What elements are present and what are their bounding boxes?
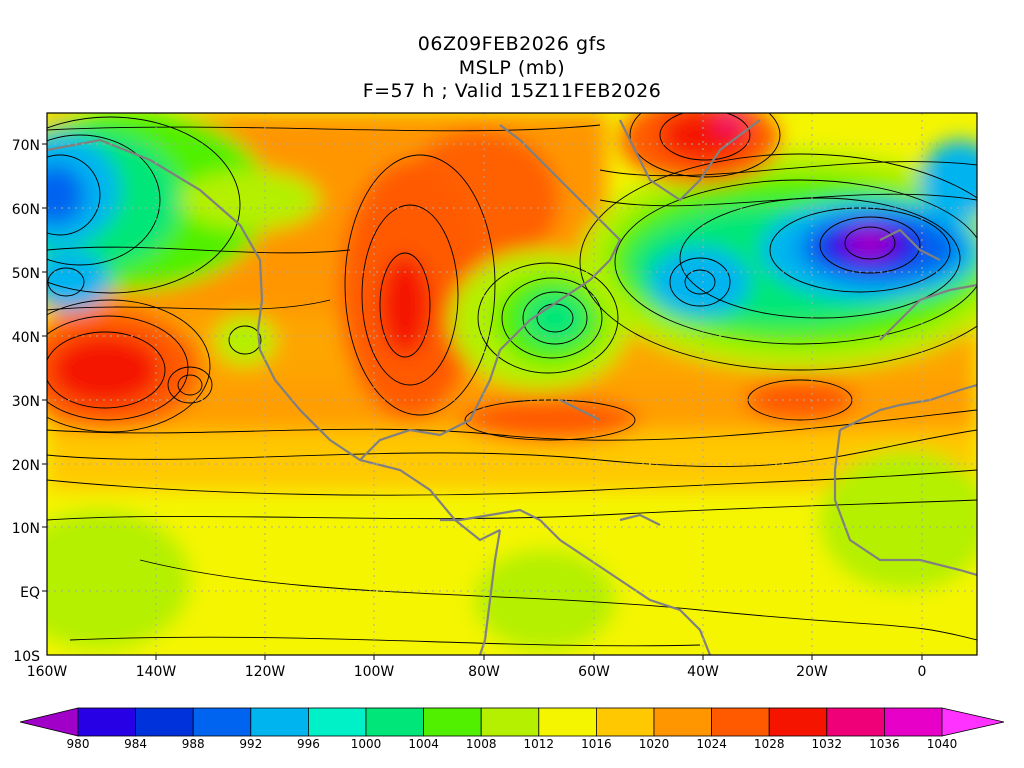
colorbar-label: 1028	[754, 737, 785, 751]
colorbar-swatches	[19, 707, 1005, 737]
colorbar-swatch	[192, 707, 252, 737]
colorbar-swatch	[884, 707, 943, 737]
lat-label: 10N	[12, 521, 40, 537]
colorbar-label: 1012	[524, 737, 555, 751]
title-field: MSLP (mb)	[458, 57, 566, 79]
isobar-contours	[47, 113, 977, 647]
lat-label: 70N	[12, 138, 40, 154]
colorbar-swatch	[365, 707, 424, 737]
lon-ticks	[155, 655, 923, 660]
lat-label: 30N	[12, 394, 40, 410]
colorbar-swatch	[250, 707, 309, 737]
colorbar-swatch	[711, 707, 770, 737]
colorbar-swatch	[307, 707, 367, 737]
lat-ticks	[42, 143, 47, 592]
colorbar-swatch	[423, 707, 482, 737]
colorbar-label: 996	[297, 737, 320, 751]
colorbar-swatch	[135, 707, 194, 737]
lon-label: 20W	[796, 664, 828, 680]
lon-axis: 160W 140W 120W 100W 80W 60W 40W 20W 0	[27, 664, 927, 680]
lat-axis: 70N 60N 50N 40N 30N 20N 10N EQ 10S	[12, 138, 40, 665]
lat-label: EQ	[20, 585, 40, 601]
colorbar-swatch	[538, 707, 597, 737]
colorbar-label: 1008	[466, 737, 497, 751]
lat-label: 40N	[12, 330, 40, 346]
colorbar-arrow-low	[19, 707, 79, 737]
colorbar-label: 1036	[869, 737, 900, 751]
lat-label: 10S	[13, 649, 40, 665]
lon-label: 40W	[687, 664, 719, 680]
lon-label: 80W	[468, 664, 500, 680]
lon-label: 0	[918, 664, 927, 680]
colorbar-label: 984	[124, 737, 147, 751]
colorbar-swatch	[596, 707, 655, 737]
map-frame	[46, 112, 978, 656]
colorbar-label: 1020	[639, 737, 670, 751]
map-area	[47, 113, 977, 655]
colorbar-label: 1000	[351, 737, 382, 751]
lon-label: 100W	[354, 664, 395, 680]
lat-label: 20N	[12, 458, 40, 474]
lat-label: 50N	[12, 266, 40, 282]
colorbar-label: 1016	[581, 737, 612, 751]
colorbar-label: 988	[182, 737, 205, 751]
colorbar-swatch	[653, 707, 712, 737]
colorbar-swatch	[77, 707, 136, 737]
colorbar-arrow-high	[941, 707, 1005, 737]
colorbar-label: 1040	[927, 737, 958, 751]
colorbar-swatch	[768, 707, 828, 737]
colorbar-label: 992	[239, 737, 262, 751]
colorbar-swatch	[826, 707, 885, 737]
map-grid	[47, 113, 977, 655]
lon-label: 120W	[245, 664, 286, 680]
colorbar-label: 1024	[696, 737, 727, 751]
lon-label: 160W	[27, 664, 68, 680]
colorbar-swatch	[480, 707, 540, 737]
colorbar-labels: 980 984 988 992 996 1000 1004 1008 1012 1016 1020 1…	[67, 737, 958, 751]
colorbar-label: 1004	[408, 737, 439, 751]
coastlines	[47, 119, 977, 655]
mslp-map: 70N 60N 50N 40N 30N 20N 10N EQ 10S 160W …	[12, 112, 978, 680]
pressure-fill	[47, 113, 977, 650]
title-valid: F=57 h ; Valid 15Z11FEB2026	[362, 80, 662, 102]
colorbar-label: 980	[67, 737, 90, 751]
lon-label: 140W	[136, 664, 177, 680]
lat-label: 60N	[12, 202, 40, 218]
colorbar: 980 984 988 992 996 1000 1004 1008 1012 1016 1020 1…	[19, 707, 1005, 751]
lon-label: 60W	[578, 664, 610, 680]
title-date: 06Z09FEB2026 gfs	[417, 33, 607, 55]
colorbar-label: 1032	[812, 737, 843, 751]
